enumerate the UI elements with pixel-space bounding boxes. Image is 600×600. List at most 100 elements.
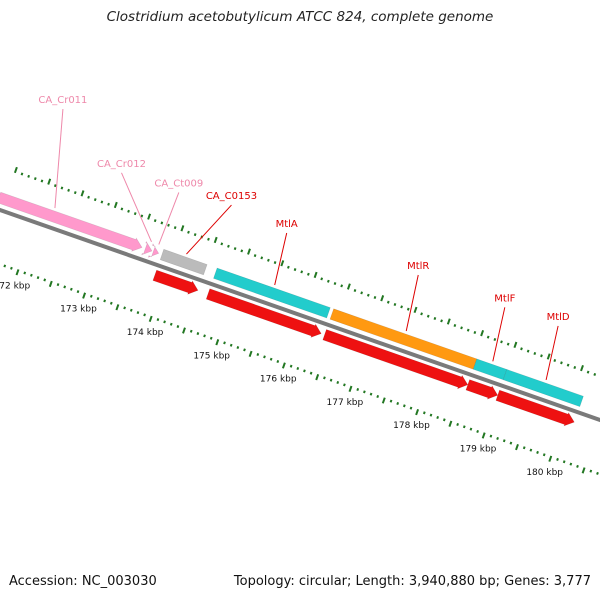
feature-label-leader [121,172,152,243]
scale-labels: 172 kbp 173 kbp 174 kbp 175 kbp 176 kbp 177 k… [0,281,563,477]
inner-tick [309,371,313,375]
outer-tick [520,347,523,351]
outer-tick [67,188,70,192]
outer-tick [373,296,377,300]
outer-tick [240,249,244,253]
inner-tick [169,322,173,326]
outer-tick [133,212,137,216]
inner-tick [469,427,473,431]
inner-tick [415,408,420,416]
outer-tick [500,340,503,344]
outer-tick [440,319,443,323]
crispr-feature [0,191,143,252]
feature-label-leader [54,108,64,209]
inner-tick [176,325,180,329]
inner-tick [336,381,340,385]
outer-tick [426,314,430,318]
inner-tick [215,339,220,346]
outer-tick [553,358,557,362]
inner-tick [76,290,80,294]
accession-label: Accession: NC_003030 [9,574,157,589]
feature-label: CA_Ct009 [154,178,203,189]
outer-tick [93,198,97,202]
inner-tick [263,355,266,359]
inner-tick [96,297,100,301]
inner-tick [396,401,400,405]
cyan-feature [502,369,584,407]
inner-tick [256,353,260,357]
scale-label: 176 kbp [260,375,297,385]
feature-label: MtlD [547,312,570,323]
inner-tick [589,469,593,473]
inner-tick [189,329,193,333]
outer-tick [193,233,197,237]
inner-tick [315,374,320,381]
inner-tick [69,287,73,291]
scale-label: 172 kbp [0,281,30,291]
inner-tick [148,315,153,323]
outer-tick [27,174,31,178]
inner-tick [402,404,406,408]
outer-tick [340,284,344,288]
outer-tick [307,272,310,276]
outer-tick [320,277,324,281]
outer-tick [313,271,318,279]
outer-tick [233,247,237,251]
inner-tick [10,266,13,270]
inner-tick [248,350,253,358]
outer-tick [267,258,270,262]
inner-tick [389,399,393,403]
outer-tick [360,291,364,295]
genome-summary: Topology: circular; Length: 3,940,880 bp… [233,574,591,589]
inner-tick [581,467,586,474]
outer-tick [573,365,577,369]
inner-tick [109,301,113,305]
outer-tick [100,200,104,204]
outer-tick [366,293,370,297]
outer-tick [20,172,24,176]
inner-tick [36,276,40,280]
inner-tick [476,429,479,433]
inner-tick [276,360,280,364]
inner-tick [569,462,573,466]
inner-tick [203,334,206,338]
cyan-feature [213,267,331,319]
inner-tick [281,362,286,369]
feature-label-leader [492,307,506,362]
inner-tick [556,457,559,461]
scale-label: 173 kbp [60,305,97,315]
inner-tick [115,304,120,311]
inner-tick [89,294,93,298]
outer-tick [127,209,130,213]
outer-tick [280,260,285,267]
outer-tick [580,364,584,372]
inner-tick [196,332,200,336]
outer-tick [40,179,44,183]
feature-label: MtlF [494,293,515,304]
inner-tick [496,436,499,440]
scale-label: 180 kbp [526,468,563,478]
inner-tick [223,341,226,345]
outer-tick [293,268,297,272]
inner-tick [3,264,7,268]
feature-label-leader [158,192,180,245]
gene-arrow [322,329,469,390]
outer-tick [433,317,437,321]
crispr-feature [147,243,160,258]
feature-label: CA_Cr011 [38,95,87,106]
outer-tick [466,328,470,332]
outer-tick [386,300,390,304]
crispr-feature [141,240,153,256]
outer-tick [47,178,52,185]
outer-tick [406,307,410,311]
outer-tick [120,207,124,211]
inner-tick [529,448,533,452]
inner-tick [536,450,539,454]
scale-label: 175 kbp [193,351,230,361]
outer-tick [333,282,337,286]
outer-tick [586,370,590,374]
inner-tick [462,425,466,429]
genome-backbone [0,207,600,423]
